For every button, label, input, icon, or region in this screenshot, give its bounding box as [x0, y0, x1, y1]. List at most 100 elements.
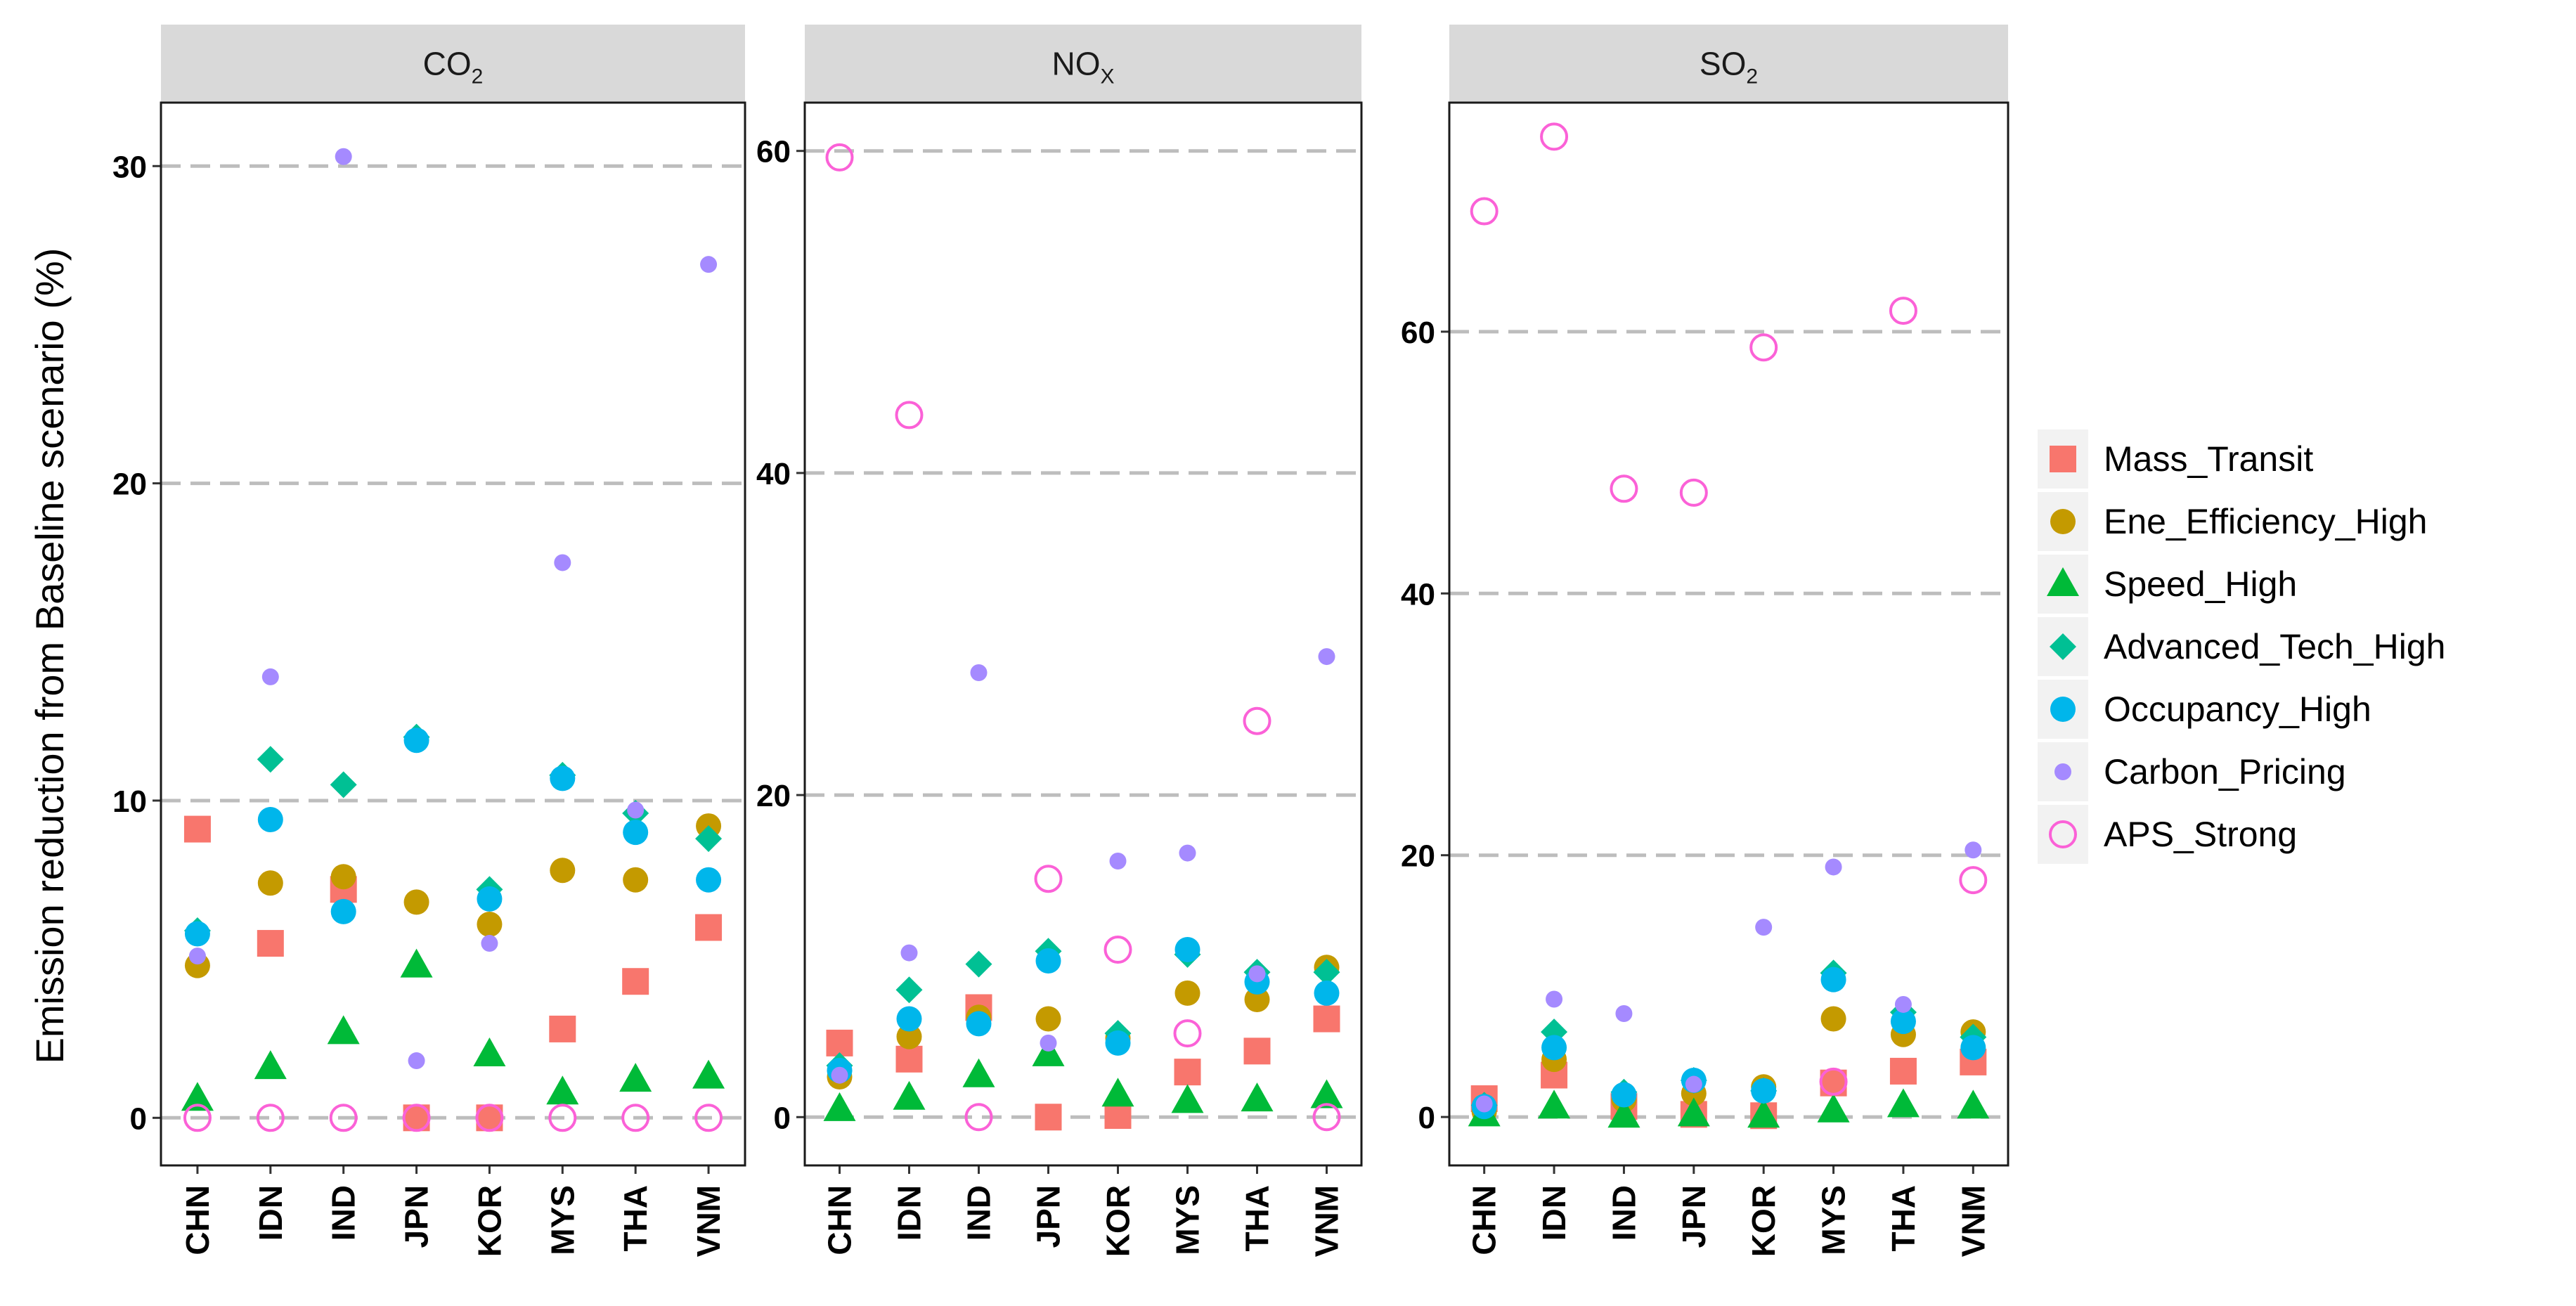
point-speed-high	[823, 1092, 856, 1121]
point-ene-efficiency-high	[896, 1023, 922, 1049]
point-aps-strong	[1889, 297, 1917, 325]
point-carbon-pricing	[554, 554, 571, 571]
point-occupancy-high	[257, 807, 283, 833]
point-ene-efficiency-high	[257, 870, 283, 896]
point-speed-high	[1538, 1090, 1571, 1119]
point-mass-transit	[1313, 1005, 1340, 1033]
y-tick-label: 40	[1401, 577, 1435, 612]
data-points	[823, 143, 1343, 1132]
panel-border	[1448, 101, 2009, 1167]
legend-label: Speed_High	[2104, 564, 2297, 604]
facet-title: SO2	[1700, 46, 1758, 89]
x-tick-label: MYS	[1816, 1185, 1852, 1255]
point-carbon-pricing	[1109, 853, 1127, 870]
point-aps-strong	[1312, 1103, 1341, 1132]
point-aps-strong	[1540, 122, 1569, 151]
point-aps-strong	[1173, 1019, 1202, 1048]
legend-key-occupancy-high	[2050, 697, 2076, 722]
legend-label: Occupancy_High	[2104, 690, 2371, 729]
plot-background	[1449, 103, 2008, 1165]
legend-key-background	[2038, 805, 2088, 864]
facet-title: CO2	[423, 46, 484, 89]
point-speed-high	[181, 1082, 214, 1111]
point-aps-strong	[256, 1104, 285, 1132]
point-carbon-pricing	[970, 664, 988, 681]
point-speed-high	[327, 1015, 360, 1045]
point-speed-high	[1886, 1088, 1920, 1118]
point-speed-high	[1032, 1037, 1065, 1066]
point-mass-transit	[257, 930, 284, 957]
facet-strip	[805, 25, 1361, 103]
facet-strip	[1449, 25, 2008, 103]
point-speed-high	[1310, 1079, 1343, 1108]
point-aps-strong	[402, 1104, 431, 1132]
point-carbon-pricing	[1475, 1095, 1493, 1113]
point-mass-transit	[1174, 1059, 1201, 1086]
x-tick-label: THA	[1239, 1185, 1276, 1252]
point-occupancy-high	[1314, 980, 1340, 1006]
point-mass-transit	[1243, 1037, 1271, 1065]
point-carbon-pricing	[1755, 919, 1773, 936]
point-carbon-pricing	[408, 1052, 425, 1070]
y-tick-label: 20	[112, 467, 147, 502]
point-occupancy-high	[1820, 966, 1846, 993]
x-tick-label: JPN	[1030, 1185, 1067, 1248]
point-advanced-tech-high	[895, 976, 923, 1004]
x-tick-label: VNM	[690, 1185, 727, 1257]
point-ene-efficiency-high	[1244, 987, 1270, 1013]
y-tick-label: 30	[112, 150, 147, 184]
point-aps-strong	[475, 1104, 504, 1132]
point-occupancy-high	[477, 886, 503, 912]
point-mass-transit	[895, 1045, 923, 1073]
point-advanced-tech-high	[695, 825, 723, 853]
point-mass-transit	[183, 815, 211, 843]
x-tick-label: IND	[961, 1185, 997, 1241]
panel-so2: SO2 0 20 40 60 CHN IDN IND JPN KOR MYS THA VNM	[1401, 25, 2009, 1257]
legend-key-speed-high	[2047, 567, 2079, 596]
point-occupancy-high	[550, 765, 576, 791]
point-occupancy-high	[1541, 1035, 1567, 1061]
point-carbon-pricing	[481, 935, 498, 952]
point-speed-high	[1957, 1090, 1990, 1119]
point-carbon-pricing	[1615, 1005, 1633, 1022]
point-speed-high	[1677, 1097, 1710, 1127]
point-speed-high	[1817, 1093, 1850, 1123]
point-aps-strong	[694, 1104, 723, 1132]
legend: Mass_Transit Ene_Efficiency_High Speed_Hig…	[2038, 429, 2445, 864]
point-speed-high	[1747, 1099, 1780, 1128]
point-aps-strong	[1959, 866, 1988, 895]
point-speed-high	[1241, 1082, 1274, 1112]
point-aps-strong	[1749, 333, 1778, 362]
panel-nox: NOX 0 20 40 60 CHN IDN IND JPN KOR MYS THA VNM	[756, 25, 1363, 1257]
legend-label: Mass_Transit	[2104, 439, 2313, 479]
x-tick-label: KOR	[471, 1185, 507, 1257]
point-aps-strong	[329, 1104, 358, 1132]
point-carbon-pricing	[261, 668, 279, 685]
point-advanced-tech-high	[1313, 959, 1340, 986]
point-aps-strong	[1679, 478, 1708, 507]
point-carbon-pricing	[1965, 841, 1982, 859]
x-tick-label: IND	[1605, 1185, 1642, 1241]
point-aps-strong	[825, 143, 854, 172]
point-mass-transit	[1889, 1057, 1917, 1085]
point-speed-high	[473, 1037, 506, 1067]
y-tick-label: 0	[774, 1101, 791, 1135]
point-carbon-pricing	[335, 148, 352, 165]
point-carbon-pricing	[1248, 965, 1266, 983]
point-mass-transit	[826, 1029, 853, 1056]
legend-label: Advanced_Tech_High	[2104, 627, 2445, 666]
legend-label: Carbon_Pricing	[2104, 752, 2346, 791]
legend-label: Ene_Efficiency_High	[2104, 502, 2427, 541]
point-aps-strong	[1470, 197, 1499, 226]
point-occupancy-high	[1035, 948, 1061, 974]
point-carbon-pricing	[831, 1066, 848, 1084]
x-tick-label: THA	[617, 1185, 654, 1252]
x-tick-label: IDN	[1536, 1185, 1572, 1241]
point-mass-transit	[1035, 1104, 1062, 1131]
point-aps-strong	[964, 1103, 993, 1132]
point-mass-transit	[622, 968, 649, 995]
point-speed-high	[962, 1058, 995, 1087]
point-speed-high	[1171, 1084, 1204, 1113]
point-carbon-pricing	[1318, 648, 1335, 666]
